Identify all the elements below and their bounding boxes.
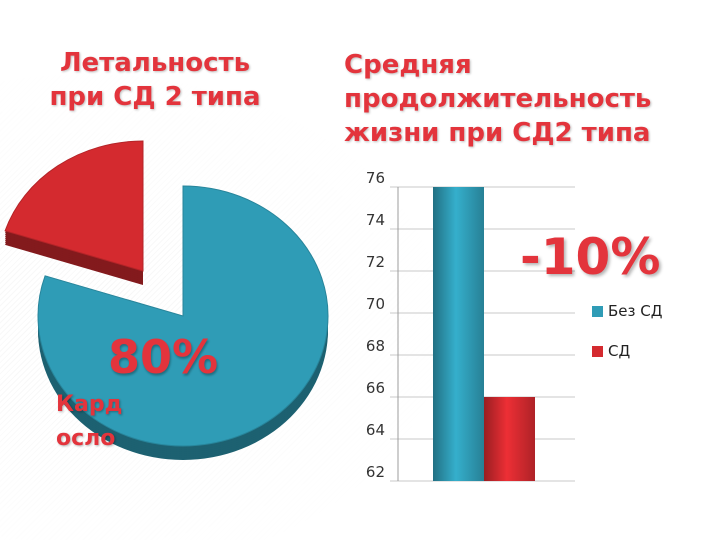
y-tick-label-4: 70 bbox=[366, 295, 385, 313]
y-tick-label-5: 72 bbox=[366, 253, 385, 271]
pie-slice-label-line-2: осло bbox=[56, 426, 116, 451]
bar-0 bbox=[433, 187, 484, 481]
difference-annotation: -10% bbox=[520, 228, 661, 286]
pie-percent-label: 80% bbox=[108, 330, 219, 384]
pie-slice-0 bbox=[37, 185, 329, 447]
legend-label-bez-sd: Без СД bbox=[608, 302, 663, 320]
pie-slice-label-line-1: Кард bbox=[56, 392, 123, 417]
pie-title-line-2: при СД 2 типа bbox=[49, 82, 261, 112]
legend-label-sd: СД bbox=[608, 342, 631, 360]
pie-title-line-1: Летальность bbox=[59, 48, 251, 78]
bar-title-line-3: жизни при СД2 типа bbox=[344, 118, 651, 148]
pie-slice-label: Кард осло bbox=[56, 388, 122, 456]
pie-slice-1 bbox=[4, 140, 144, 272]
y-tick-label-0: 62 bbox=[366, 463, 385, 481]
bar-1 bbox=[484, 397, 535, 481]
y-tick-label-6: 74 bbox=[366, 211, 385, 229]
legend-item-sd: СД bbox=[592, 342, 630, 360]
y-tick-label-2: 66 bbox=[366, 379, 385, 397]
legend-swatch-red bbox=[592, 346, 603, 357]
legend-item-bez-sd: Без СД bbox=[592, 302, 662, 320]
bar-title-line-1: Средняя bbox=[344, 50, 472, 80]
y-tick-label-7: 76 bbox=[366, 169, 385, 187]
y-tick-label-1: 64 bbox=[366, 421, 385, 439]
bar-chart-title: Средняя продолжительность жизни при СД2 … bbox=[344, 48, 720, 150]
legend-swatch-teal bbox=[592, 306, 603, 317]
pie-chart-title: Летальность при СД 2 типа bbox=[20, 46, 290, 114]
bar-title-line-2: продолжительность bbox=[344, 84, 652, 114]
y-tick-label-3: 68 bbox=[366, 337, 385, 355]
